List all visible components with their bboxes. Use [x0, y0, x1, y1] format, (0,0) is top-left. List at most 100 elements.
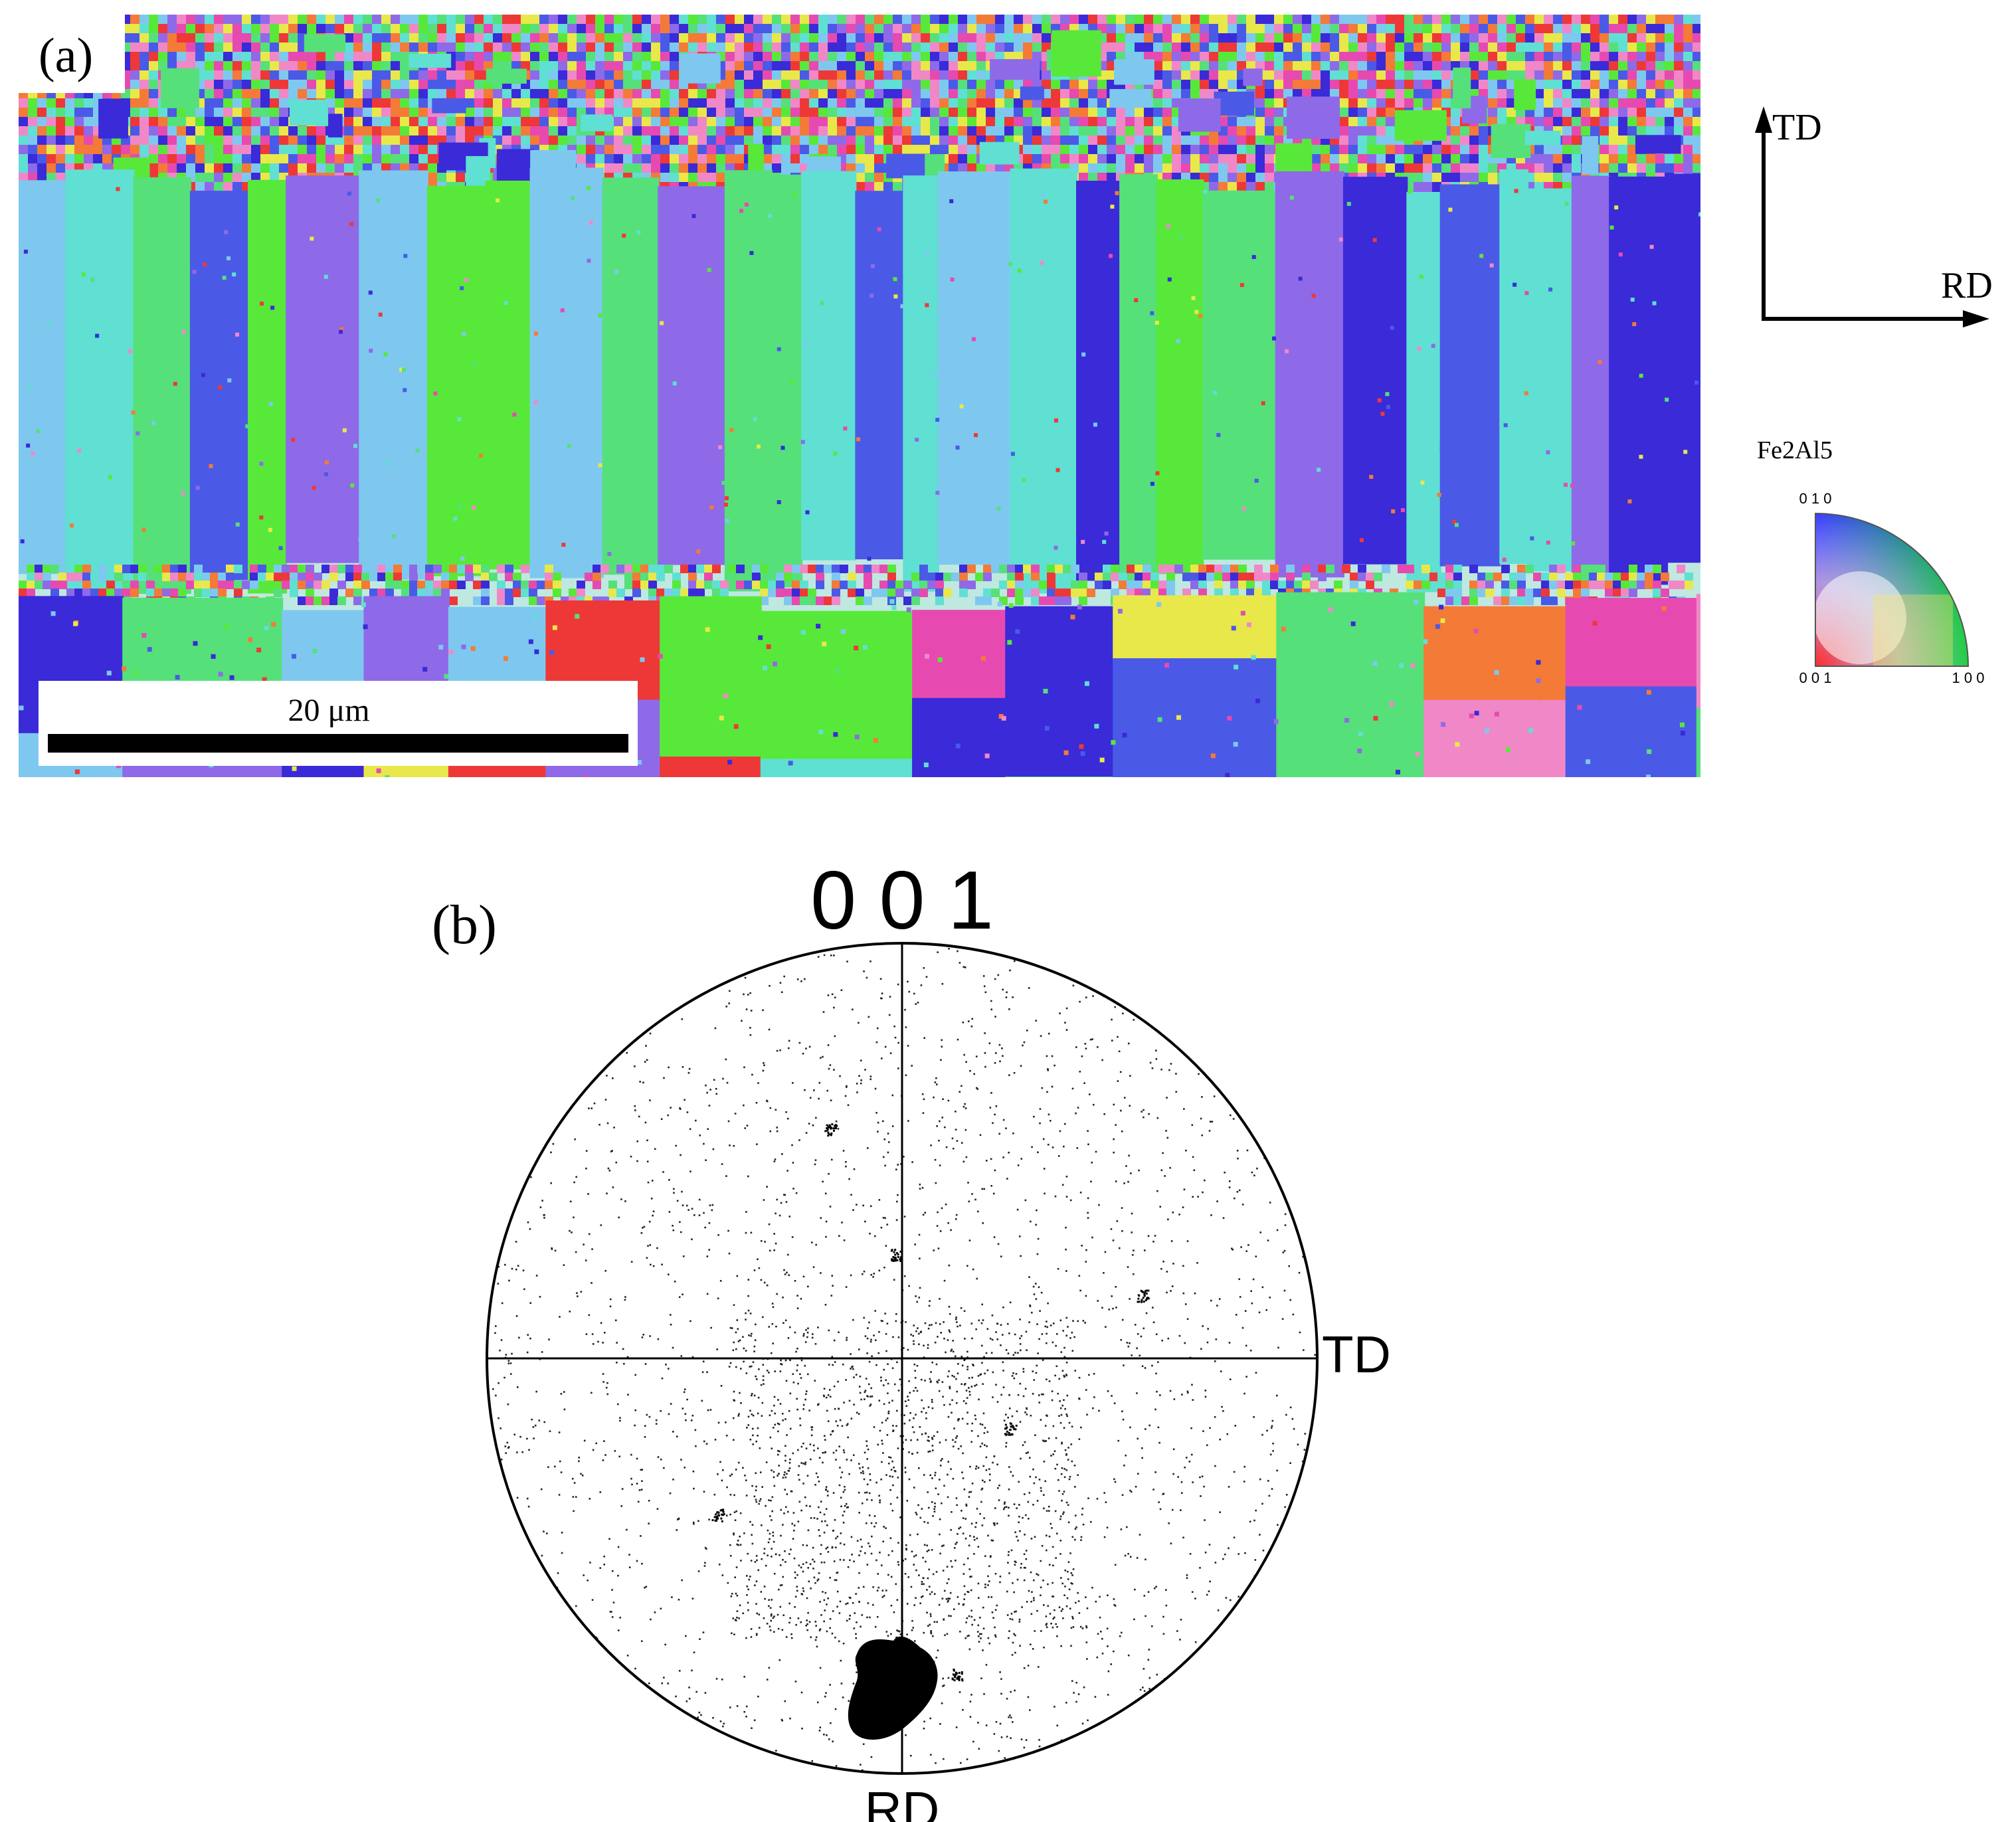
fine-grain: [1190, 70, 1200, 80]
boundary-grain: [1661, 589, 1669, 597]
fine-grain: [856, 61, 866, 71]
fine-grain: [1534, 163, 1544, 173]
pole-point: [931, 1361, 934, 1364]
boundary-grain: [848, 573, 856, 581]
boundary-grain: [887, 581, 896, 589]
boundary-grain: [1525, 565, 1534, 573]
boundary-grain: [1023, 565, 1032, 573]
boundary-grain: [760, 589, 769, 597]
column-speckle: [870, 264, 875, 268]
fine-grain: [763, 24, 773, 34]
pole-point: [981, 1188, 984, 1190]
substrate-speckle: [74, 769, 80, 774]
fine-grain: [1079, 108, 1089, 118]
fine-grain: [149, 154, 159, 164]
fine-grain: [363, 70, 373, 80]
fine-grain: [744, 80, 754, 90]
fine-grain: [623, 154, 633, 164]
boundary-grain: [298, 573, 306, 581]
fine-grain: [1553, 173, 1563, 183]
substrate-speckle: [1156, 602, 1162, 607]
substrate-speckle: [1043, 689, 1048, 694]
pole-point: [939, 1230, 942, 1232]
fine-grain: [735, 70, 745, 80]
fine-grain: [381, 70, 391, 80]
boundary-grain: [776, 589, 784, 597]
fine-grain: [1200, 70, 1210, 80]
fine-grain: [1321, 15, 1330, 25]
fine-grain: [177, 52, 187, 62]
substrate-speckle: [1505, 747, 1511, 753]
boundary-grain: [1461, 596, 1470, 605]
fine-grain: [325, 80, 335, 90]
fine-grain: [1023, 24, 1033, 34]
boundary-grain: [1629, 581, 1637, 589]
pole-point: [765, 1564, 767, 1567]
fine-grain: [1200, 89, 1210, 99]
columnar-grain: [602, 177, 660, 575]
boundary-grain: [1015, 573, 1024, 581]
fine-grain: [214, 126, 224, 136]
column-speckle: [232, 272, 236, 277]
boundary-grain: [1398, 565, 1406, 573]
pole-point: [1032, 1579, 1035, 1582]
fine-grain: [679, 173, 689, 183]
pole-point: [551, 1248, 553, 1250]
substrate-speckle: [1661, 606, 1667, 611]
fine-grain: [1237, 43, 1247, 52]
fine-grain: [1255, 182, 1265, 192]
column-speckle: [235, 522, 240, 527]
boundary-grain: [1605, 573, 1613, 581]
pole-point: [1159, 1206, 1162, 1208]
boundary-grain: [1238, 581, 1247, 589]
boundary-grain: [170, 573, 179, 581]
boundary-grain: [521, 589, 529, 597]
fine-grain: [642, 33, 652, 43]
boundary-grain: [784, 589, 792, 597]
fine-grain: [800, 24, 810, 34]
boundary-grain: [242, 581, 250, 589]
fine-grain: [1441, 80, 1451, 90]
fine-grain: [344, 43, 354, 52]
fine-grain: [1581, 70, 1591, 80]
columnar-grains: [19, 167, 1700, 594]
fine-grain: [790, 61, 800, 71]
fine-grain: [893, 70, 903, 80]
fine-grain: [818, 108, 828, 118]
fine-grain: [335, 70, 345, 80]
boundary-grain: [50, 581, 59, 589]
boundary-grain: [800, 565, 808, 573]
fine-grain: [883, 108, 893, 118]
fine-grain: [1562, 43, 1572, 52]
fine-grain: [911, 89, 921, 99]
fine-grain: [1135, 15, 1145, 25]
fine-grain: [409, 136, 419, 145]
boundary-grain: [1230, 589, 1239, 597]
fine-grain: [316, 15, 326, 25]
fine-grain: [251, 89, 261, 99]
fine-grain: [995, 117, 1005, 127]
fine-grain: [911, 24, 921, 34]
boundary-grain: [1190, 565, 1199, 573]
fine-grain: [1209, 61, 1219, 71]
fine-grain: [1525, 52, 1535, 62]
fine-grain: [19, 126, 29, 136]
fine-grain: [1200, 163, 1210, 173]
boundary-grain: [816, 596, 824, 605]
column-speckle: [1115, 191, 1119, 195]
fine-grain: [1367, 145, 1377, 155]
fine-grain: [1228, 24, 1237, 34]
column-speckle: [1017, 268, 1022, 273]
fine-grain: [298, 52, 308, 62]
boundary-grain: [1653, 589, 1661, 597]
pole-point: [842, 1696, 844, 1698]
fine-grain: [1469, 126, 1479, 136]
fine-grain: [530, 98, 540, 108]
fine-grain: [809, 89, 819, 99]
fine-grain: [1693, 33, 1700, 43]
fine-grain: [1339, 80, 1349, 90]
fine-grain: [921, 80, 931, 90]
fine-grain: [437, 89, 447, 99]
fine-grain: [1683, 98, 1693, 108]
column-speckle: [753, 417, 757, 422]
